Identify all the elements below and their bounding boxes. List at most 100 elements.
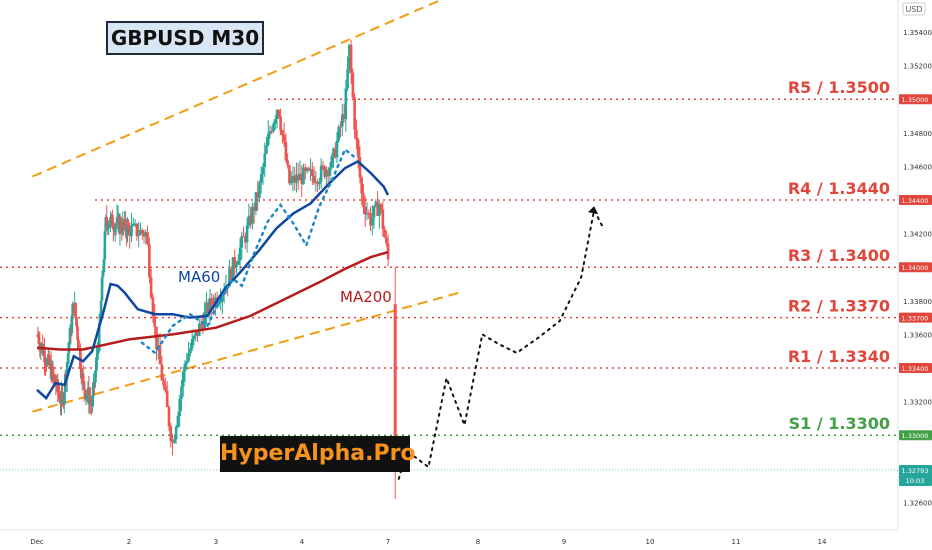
candle-body <box>365 212 369 215</box>
candle-body <box>288 165 291 184</box>
candle-body <box>263 153 267 167</box>
candle-body <box>319 165 323 182</box>
candle-body <box>127 224 130 228</box>
candle-body <box>95 357 98 371</box>
level-price-tag <box>899 262 932 273</box>
candle-body <box>386 243 390 260</box>
candle-body <box>265 145 268 154</box>
x-tick-label: 7 <box>386 538 390 546</box>
candle-body <box>203 311 206 329</box>
candle-body <box>259 174 263 183</box>
candle-body <box>99 300 103 314</box>
candle-body <box>266 133 270 146</box>
candle-body <box>176 416 180 427</box>
candle-body <box>74 302 77 318</box>
candle-body <box>332 148 335 157</box>
candle-body <box>378 204 381 216</box>
candle-body <box>124 218 127 231</box>
candle-body <box>75 317 78 327</box>
candle-body <box>185 361 189 364</box>
candle-body <box>363 206 367 215</box>
candle-body <box>309 169 312 171</box>
candle-body <box>244 236 247 243</box>
y-tick-label: 1.34800 <box>903 130 932 138</box>
candle-body <box>137 234 140 237</box>
x-tick-label: 2 <box>127 538 131 546</box>
candle-body <box>356 139 360 157</box>
candle-body <box>360 177 363 194</box>
candle-body <box>96 353 99 358</box>
candle-body <box>70 315 74 334</box>
level-price-tag <box>899 195 932 205</box>
candle-body <box>97 323 101 352</box>
candle-body <box>52 374 56 377</box>
candle-body <box>106 221 110 229</box>
brand-watermark: HyperAlpha.Pro <box>220 436 416 472</box>
level-label: S1 / 1.3300 <box>789 414 890 433</box>
candle-body <box>326 170 330 176</box>
candle-body <box>173 439 176 443</box>
candle-body <box>158 345 162 365</box>
level-price-tag-text: 1.33700 <box>902 315 929 323</box>
candle-body <box>333 148 337 158</box>
x-tick-label: 11 <box>732 538 741 546</box>
projection-arrow-head <box>588 206 599 215</box>
level-price-tag-text: 1.35000 <box>902 96 929 104</box>
candle-body <box>298 173 302 181</box>
candle-body <box>91 395 94 406</box>
candle-body <box>355 129 358 140</box>
y-tick-label: 1.35400 <box>903 29 932 37</box>
candle-body <box>279 116 282 131</box>
candle-body <box>282 135 286 142</box>
candle-body <box>181 371 185 387</box>
candle-body <box>293 175 296 183</box>
candle-body <box>132 223 135 226</box>
candle-body <box>107 225 110 229</box>
candle-body <box>346 69 349 89</box>
candle-body <box>53 376 57 383</box>
candle-body <box>167 406 171 427</box>
candle-body <box>258 182 261 198</box>
candle-body <box>318 181 321 185</box>
candle-body <box>256 192 259 198</box>
candle-body <box>76 326 79 340</box>
y-tick-label: 1.33800 <box>903 298 932 306</box>
candle-body <box>328 167 332 176</box>
candle-body <box>337 126 341 141</box>
candle-body <box>383 229 386 238</box>
candle-body <box>57 390 60 395</box>
candle-body <box>295 174 298 183</box>
candle-body <box>149 277 153 298</box>
candle-body <box>208 298 212 314</box>
ma200-label: MA200 <box>340 288 392 306</box>
candle-body <box>190 339 194 349</box>
candle-body <box>119 221 123 230</box>
candle-body <box>46 358 49 365</box>
candle-body <box>302 167 305 185</box>
candle-body <box>61 393 64 400</box>
candle-body <box>321 165 325 167</box>
symbol-title: GBPUSD M30 <box>106 21 264 55</box>
candle-body <box>112 227 115 230</box>
currency-box <box>902 2 926 16</box>
x-tick-label: 14 <box>818 538 827 546</box>
candle-body <box>340 114 344 127</box>
candle-body <box>98 313 102 324</box>
candle-body <box>272 123 275 132</box>
candle-body <box>242 236 245 238</box>
candle-body <box>187 353 190 362</box>
candle-body <box>305 168 309 171</box>
candle-body <box>303 167 307 171</box>
candle-body <box>370 217 374 226</box>
candle-body <box>385 237 388 244</box>
x-tick-label: 9 <box>562 538 566 546</box>
candle-body <box>268 131 272 134</box>
y-tick-label: 1.33600 <box>903 331 932 339</box>
candle-body <box>229 268 233 280</box>
candle-body <box>235 264 238 268</box>
candle-body <box>87 388 91 405</box>
level-label: R4 / 1.3440 <box>788 179 890 198</box>
candle-body <box>165 390 169 407</box>
